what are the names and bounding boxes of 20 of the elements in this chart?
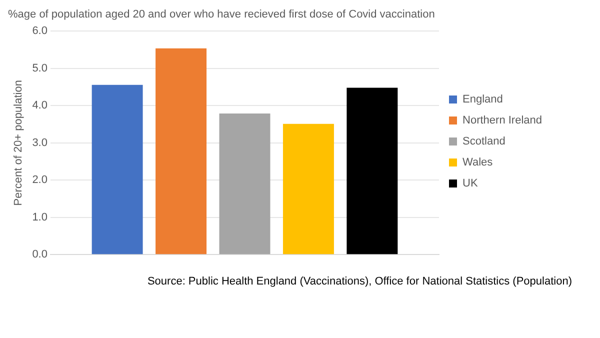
bar (219, 113, 270, 254)
y-axis-title: Percent of 20+ population (12, 80, 25, 206)
bar (156, 48, 207, 254)
legend-label: England (462, 94, 503, 106)
legend-label: UK (462, 178, 478, 190)
bar (92, 84, 143, 254)
legend-label: Wales (462, 156, 494, 169)
y-tick-label: 6.0 (32, 25, 48, 38)
y-tick-label: 2.0 (32, 174, 48, 186)
legend-label: Northern Ireland (462, 114, 542, 127)
chart-title: %age of population aged 20 and over who have recieved first dose of Covid vaccination (8, 8, 435, 21)
y-tick-label: 3.0 (32, 136, 48, 149)
legend-label: Scotland (462, 136, 506, 148)
y-tick-label: 1.0 (32, 211, 48, 224)
bar (346, 88, 398, 254)
source-note: Source: Public Health England (Vaccinations), Office for National Statistics (Population) (147, 276, 572, 288)
y-tick-label: 5.0 (32, 62, 48, 74)
y-tick-label: 0.0 (32, 248, 48, 261)
y-tick-label: 4.0 (32, 100, 48, 112)
bar (282, 124, 334, 254)
